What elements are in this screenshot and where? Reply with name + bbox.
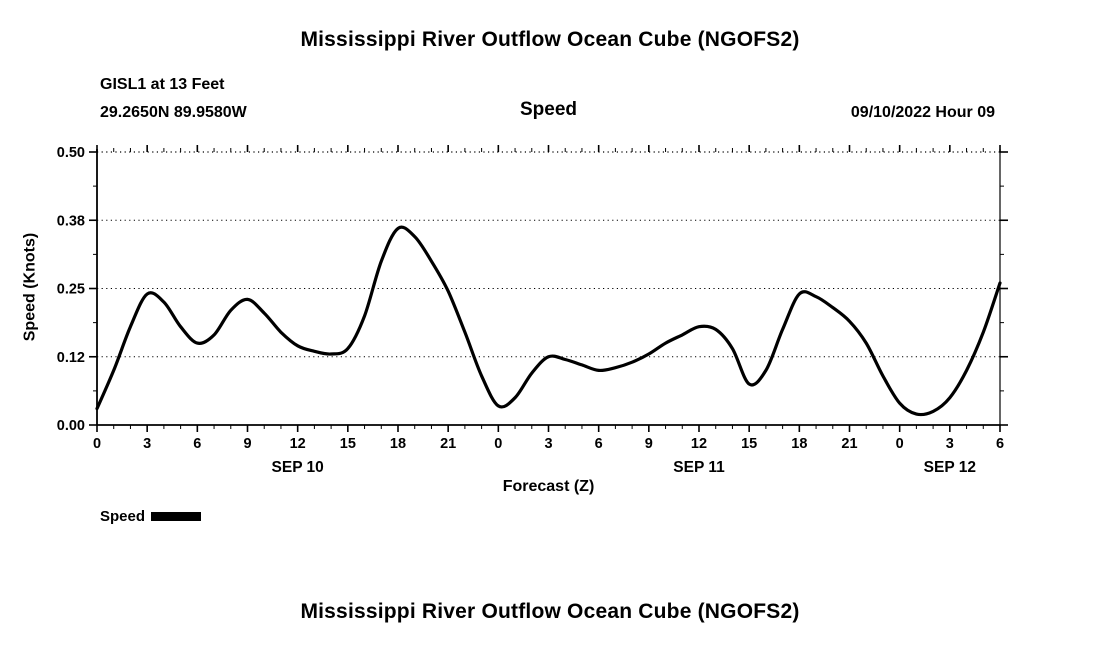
legend-label: Speed bbox=[100, 508, 146, 525]
svg-text:SEP 10: SEP 10 bbox=[272, 459, 324, 476]
svg-text:3: 3 bbox=[143, 436, 151, 452]
speed-curve bbox=[95, 225, 1002, 417]
svg-text:SEP 12: SEP 12 bbox=[924, 459, 976, 476]
svg-text:18: 18 bbox=[390, 436, 406, 452]
svg-text:18: 18 bbox=[791, 436, 807, 452]
svg-text:9: 9 bbox=[645, 436, 653, 452]
gridlines bbox=[97, 151, 1000, 358]
svg-text:0: 0 bbox=[896, 436, 904, 452]
datetime-label: 09/10/2022 Hour 09 bbox=[850, 104, 995, 121]
tick-marks bbox=[89, 145, 1008, 432]
svg-text:6: 6 bbox=[193, 436, 201, 452]
svg-text:0.00: 0.00 bbox=[57, 418, 85, 434]
svg-text:21: 21 bbox=[841, 436, 857, 452]
svg-text:0.38: 0.38 bbox=[57, 213, 85, 229]
y-axis-title: Speed (Knots) bbox=[21, 232, 39, 342]
svg-text:15: 15 bbox=[340, 436, 356, 452]
svg-text:9: 9 bbox=[243, 436, 251, 452]
svg-text:0: 0 bbox=[93, 436, 101, 452]
svg-text:0: 0 bbox=[494, 436, 502, 452]
svg-text:15: 15 bbox=[741, 436, 757, 452]
series-line bbox=[95, 225, 1002, 417]
svg-text:21: 21 bbox=[440, 436, 456, 452]
axes bbox=[96, 149, 1001, 426]
svg-text:0.25: 0.25 bbox=[57, 282, 85, 298]
page-title-top: Mississippi River Outflow Ocean Cube (NG… bbox=[300, 28, 800, 51]
station-label: GISL1 at 13 Feet bbox=[100, 76, 225, 93]
svg-text:6: 6 bbox=[595, 436, 603, 452]
legend: Speed bbox=[100, 508, 202, 525]
chart-title: Speed bbox=[519, 99, 578, 120]
svg-text:0.12: 0.12 bbox=[57, 350, 85, 366]
legend-line-sample bbox=[151, 512, 202, 521]
page-title-bottom: Mississippi River Outflow Ocean Cube (NG… bbox=[300, 600, 800, 623]
tick-labels: 0 3 6 9 12 15 18 21 0 3 6 9 12 15 18 21 0 3 6 0.00 0.12 0.25 0… bbox=[57, 145, 1004, 476]
svg-text:SEP 11: SEP 11 bbox=[673, 459, 725, 476]
svg-text:12: 12 bbox=[691, 436, 707, 452]
svg-text:12: 12 bbox=[290, 436, 306, 452]
svg-text:3: 3 bbox=[946, 436, 954, 452]
svg-text:0.50: 0.50 bbox=[57, 145, 85, 161]
coordinates-label: 29.2650N 89.9580W bbox=[100, 104, 247, 121]
svg-text:3: 3 bbox=[544, 436, 552, 452]
x-axis-title: Forecast (Z) bbox=[502, 478, 595, 495]
svg-text:6: 6 bbox=[996, 436, 1004, 452]
